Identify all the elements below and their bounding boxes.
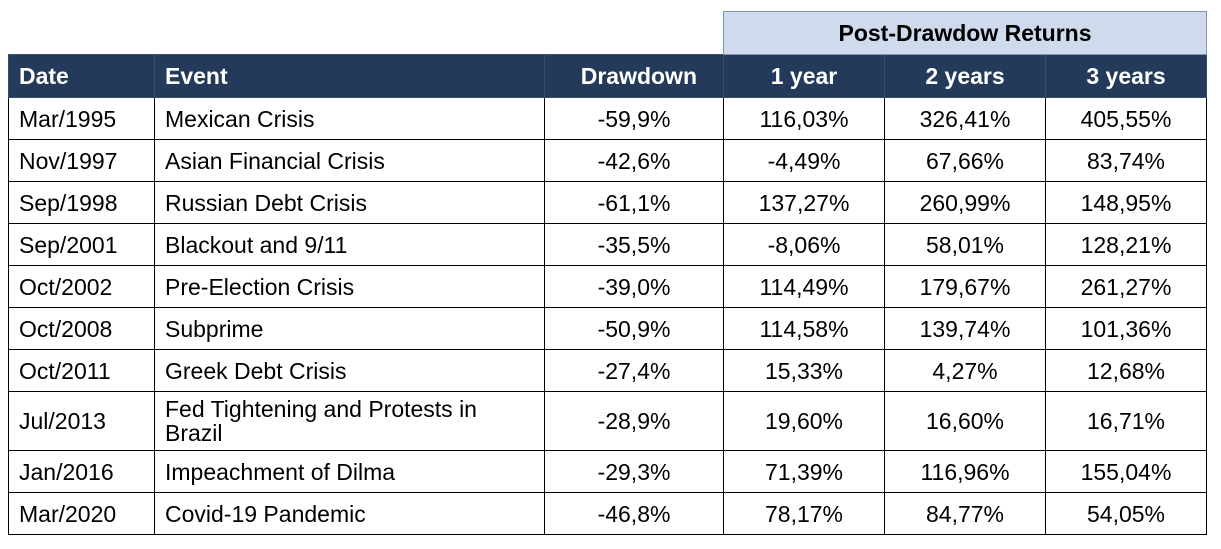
drawdown-returns-table: Post-Drawdow Returns Date Event Drawdown…	[8, 11, 1207, 535]
drawdown-table-container: Post-Drawdow Returns Date Event Drawdown…	[8, 11, 1207, 535]
cell-2-years: 139,74%	[884, 307, 1046, 350]
cell-date: Oct/2011	[8, 349, 155, 392]
table-row: Oct/2011 Greek Debt Crisis -27,4% 15,33%…	[8, 349, 1207, 392]
table-row: Sep/1998 Russian Debt Crisis -61,1% 137,…	[8, 181, 1207, 224]
cell-date: Jan/2016	[8, 450, 155, 493]
cell-2-years: 58,01%	[884, 223, 1046, 266]
column-header-event: Event	[154, 54, 545, 98]
table-row: Mar/2020 Covid-19 Pandemic -46,8% 78,17%…	[8, 492, 1207, 535]
cell-event: Asian Financial Crisis	[154, 139, 545, 182]
cell-2-years: 84,77%	[884, 492, 1046, 535]
cell-date: Sep/2001	[8, 223, 155, 266]
cell-3-years: 54,05%	[1045, 492, 1207, 535]
cell-2-years: 179,67%	[884, 265, 1046, 308]
cell-2-years: 67,66%	[884, 139, 1046, 182]
cell-1-year: 71,39%	[723, 450, 885, 493]
cell-event: Impeachment of Dilma	[154, 450, 545, 493]
cell-1-year: -8,06%	[723, 223, 885, 266]
cell-1-year: 116,03%	[723, 97, 885, 140]
cell-1-year: 19,60%	[723, 391, 885, 451]
cell-3-years: 12,68%	[1045, 349, 1207, 392]
cell-date: Mar/2020	[8, 492, 155, 535]
table-row: Oct/2008 Subprime -50,9% 114,58% 139,74%…	[8, 307, 1207, 350]
table-row: Sep/2001 Blackout and 9/11 -35,5% -8,06%…	[8, 223, 1207, 266]
cell-event: Blackout and 9/11	[154, 223, 545, 266]
cell-3-years: 261,27%	[1045, 265, 1207, 308]
cell-2-years: 4,27%	[884, 349, 1046, 392]
table-row: Mar/1995 Mexican Crisis -59,9% 116,03% 3…	[8, 97, 1207, 140]
cell-drawdown: -61,1%	[544, 181, 724, 224]
cell-1-year: 78,17%	[723, 492, 885, 535]
cell-2-years: 260,99%	[884, 181, 1046, 224]
column-header-date: Date	[8, 54, 155, 98]
column-header-1-year: 1 year	[723, 54, 885, 98]
table-row: Oct/2002 Pre-Election Crisis -39,0% 114,…	[8, 265, 1207, 308]
cell-drawdown: -28,9%	[544, 391, 724, 451]
cell-3-years: 16,71%	[1045, 391, 1207, 451]
cell-1-year: -4,49%	[723, 139, 885, 182]
column-header-3-years: 3 years	[1045, 54, 1207, 98]
cell-2-years: 326,41%	[884, 97, 1046, 140]
cell-1-year: 114,58%	[723, 307, 885, 350]
table-row: Jul/2013 Fed Tightening and Protests in …	[8, 391, 1207, 451]
column-header-2-years: 2 years	[884, 54, 1046, 98]
cell-1-year: 137,27%	[723, 181, 885, 224]
post-drawdown-returns-header: Post-Drawdow Returns	[723, 11, 1207, 55]
group-header-spacer	[9, 12, 724, 55]
cell-drawdown: -29,3%	[544, 450, 724, 493]
cell-3-years: 101,36%	[1045, 307, 1207, 350]
cell-3-years: 128,21%	[1045, 223, 1207, 266]
column-header-drawdown: Drawdown	[544, 54, 724, 98]
cell-event: Russian Debt Crisis	[154, 181, 545, 224]
cell-date: Sep/1998	[8, 181, 155, 224]
cell-3-years: 405,55%	[1045, 97, 1207, 140]
cell-event: Mexican Crisis	[154, 97, 545, 140]
cell-date: Jul/2013	[8, 391, 155, 451]
cell-event: Covid-19 Pandemic	[154, 492, 545, 535]
cell-event: Pre-Election Crisis	[154, 265, 545, 308]
cell-2-years: 16,60%	[884, 391, 1046, 451]
cell-3-years: 83,74%	[1045, 139, 1207, 182]
cell-date: Oct/2008	[8, 307, 155, 350]
cell-drawdown: -27,4%	[544, 349, 724, 392]
cell-drawdown: -46,8%	[544, 492, 724, 535]
cell-drawdown: -50,9%	[544, 307, 724, 350]
cell-3-years: 148,95%	[1045, 181, 1207, 224]
table-row: Jan/2016 Impeachment of Dilma -29,3% 71,…	[8, 450, 1207, 493]
cell-drawdown: -35,5%	[544, 223, 724, 266]
cell-drawdown: -59,9%	[544, 97, 724, 140]
cell-drawdown: -39,0%	[544, 265, 724, 308]
cell-3-years: 155,04%	[1045, 450, 1207, 493]
cell-date: Oct/2002	[8, 265, 155, 308]
table-row: Nov/1997 Asian Financial Crisis -42,6% -…	[8, 139, 1207, 182]
group-header-row: Post-Drawdow Returns	[9, 11, 1207, 55]
cell-date: Nov/1997	[8, 139, 155, 182]
cell-1-year: 114,49%	[723, 265, 885, 308]
cell-1-year: 15,33%	[723, 349, 885, 392]
cell-event: Greek Debt Crisis	[154, 349, 545, 392]
cell-event: Fed Tightening and Protests in Brazil	[154, 391, 545, 451]
cell-event: Subprime	[154, 307, 545, 350]
column-header-row: Date Event Drawdown 1 year 2 years 3 yea…	[8, 54, 1207, 98]
cell-drawdown: -42,6%	[544, 139, 724, 182]
cell-2-years: 116,96%	[884, 450, 1046, 493]
cell-date: Mar/1995	[8, 97, 155, 140]
